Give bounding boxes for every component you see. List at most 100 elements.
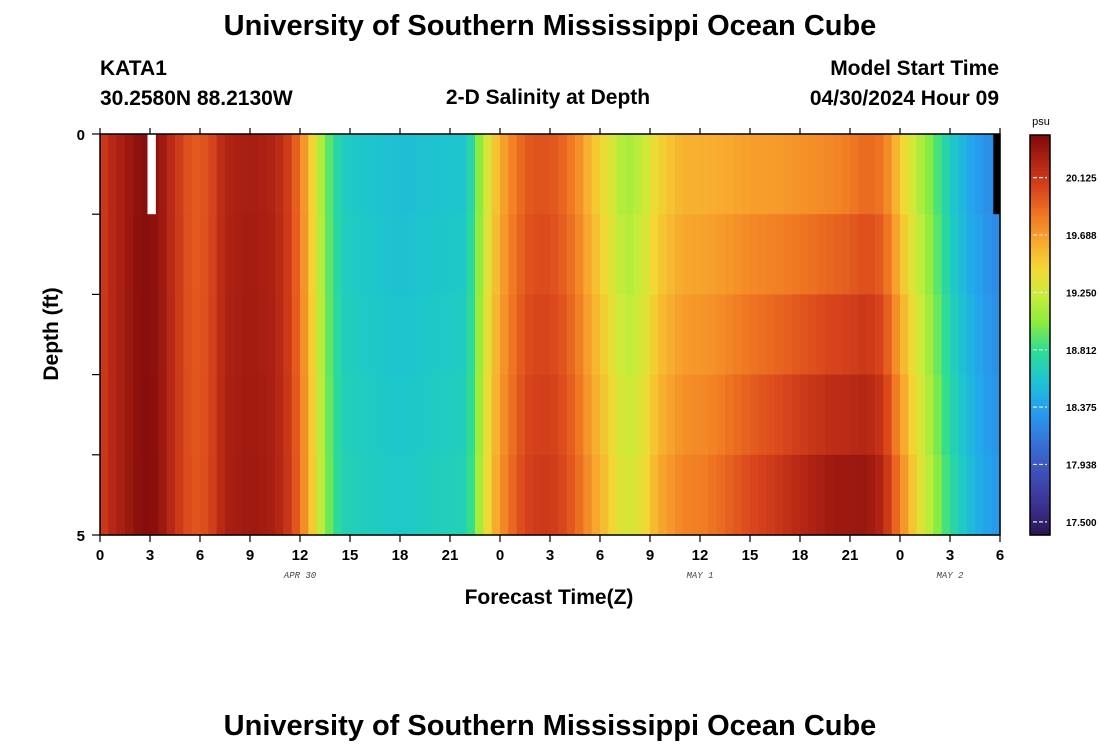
- heatmap-cell: [241, 454, 251, 536]
- heatmap-cell: [833, 134, 843, 215]
- heatmap-cell: [466, 294, 476, 376]
- heatmap-cell: [958, 454, 968, 536]
- heatmap-cell: [525, 454, 534, 536]
- heatmap-cell: [366, 294, 376, 376]
- heatmap-cell: [175, 374, 184, 456]
- heatmap-cell: [825, 214, 834, 295]
- heatmap-cell: [225, 214, 234, 295]
- colorbar-segment: [1030, 355, 1050, 360]
- colorbar-segment: [1030, 299, 1050, 304]
- colorbar-segment: [1030, 211, 1050, 216]
- heatmap-cell: [533, 214, 543, 295]
- heatmap-cell: [808, 214, 818, 295]
- heatmap-cell: [433, 294, 443, 376]
- x-tick-label: 12: [292, 547, 309, 564]
- heatmap-cell: [833, 294, 843, 376]
- y-axis: 05: [77, 127, 100, 545]
- heatmap-cell: [908, 134, 918, 215]
- heatmap-cell: [416, 294, 426, 376]
- heatmap-cell: [141, 294, 151, 376]
- colorbar-segment: [1030, 471, 1050, 476]
- heatmap-cell: [958, 294, 968, 376]
- heatmap-cell: [116, 134, 126, 215]
- colorbar-segment: [1030, 303, 1050, 308]
- heatmap-cell: [791, 134, 801, 215]
- heatmap-cell: [558, 294, 568, 376]
- heatmap-cell: [266, 214, 276, 295]
- heatmap-cell: [933, 294, 943, 376]
- heatmap-cell: [658, 294, 668, 376]
- heatmap-cell: [191, 134, 201, 215]
- y-tick-label: 0: [77, 127, 85, 144]
- heatmap-cell: [941, 294, 951, 376]
- heatmap-cell: [633, 454, 643, 536]
- heatmap-cell: [791, 374, 801, 456]
- colorbar-segment: [1030, 135, 1050, 140]
- colorbar-segment: [1030, 403, 1050, 408]
- heatmap-cell: [716, 214, 726, 295]
- colorbar-segment: [1030, 507, 1050, 512]
- heatmap-cell: [650, 134, 659, 215]
- heatmap-cell: [616, 214, 626, 295]
- heatmap-cell: [591, 134, 601, 215]
- x-tick-label: 0: [496, 547, 504, 564]
- heatmap-cell: [725, 134, 734, 215]
- colorbar-segment: [1030, 475, 1050, 480]
- chart-title: University of Southern Mississippi Ocean…: [224, 10, 877, 42]
- heatmap-cell: [141, 214, 151, 295]
- heatmap-cell: [425, 134, 434, 215]
- colorbar-segment: [1030, 159, 1050, 164]
- heatmap-cell: [508, 454, 518, 536]
- heatmap-cell: [650, 214, 659, 295]
- heatmap-cell: [475, 374, 484, 456]
- heatmap-cell: [391, 294, 401, 376]
- heatmap-cell: [700, 374, 709, 456]
- heatmap-cell: [566, 294, 576, 376]
- heatmap-cell: [425, 374, 434, 456]
- heatmap-cell: [975, 134, 984, 215]
- colorbar-segment: [1030, 479, 1050, 484]
- heatmap-cell: [283, 374, 293, 456]
- heatmap-cell: [800, 454, 809, 536]
- heatmap-cell: [783, 454, 793, 536]
- heatmap-cell: [891, 134, 901, 215]
- colorbar-segment: [1030, 407, 1050, 412]
- colorbar-tick-label: 20.125: [1066, 174, 1097, 185]
- heatmap-cell: [250, 214, 259, 295]
- heatmap-cell: [833, 214, 843, 295]
- heatmap-cell: [525, 214, 534, 295]
- x-tick-label: 12: [692, 547, 709, 564]
- date-labels: APR 30 MAY 1 MAY 2: [283, 571, 964, 581]
- colorbar-tick-label: 17.500: [1066, 518, 1097, 529]
- colorbar-segment: [1030, 383, 1050, 388]
- heatmap-cell: [500, 214, 509, 295]
- heatmap-cell: [950, 294, 959, 376]
- heatmap-cell: [741, 374, 751, 456]
- heatmap-cell: [608, 454, 618, 536]
- colorbar-segment: [1030, 319, 1050, 324]
- heatmap-cell: [125, 294, 134, 376]
- heatmap-cell: [208, 294, 218, 376]
- heatmap-cell: [316, 134, 326, 215]
- heatmap-cell: [808, 454, 818, 536]
- heatmap-cell: [866, 454, 876, 536]
- colorbar-segment: [1030, 451, 1050, 456]
- heatmap-cell: [108, 454, 118, 536]
- heatmap-cell: [575, 214, 584, 295]
- heatmap-cell: [108, 134, 118, 215]
- heatmap-cell: [408, 454, 418, 536]
- heatmap-cell: [333, 214, 343, 295]
- heatmap-cell: [441, 134, 451, 215]
- heatmap-cell: [750, 294, 759, 376]
- heatmap-cell: [825, 374, 834, 456]
- x-axis: 0 3 6 9 12 15 18 21 0 3 6 9 12 15 18 21 0 3 6: [96, 128, 1004, 564]
- heatmap-cell: [216, 214, 226, 295]
- heatmap-cell: [750, 374, 759, 456]
- colorbar-segment: [1030, 215, 1050, 220]
- colorbar-tick-label: 18.812: [1066, 346, 1097, 357]
- heatmap-cell: [291, 214, 301, 295]
- heatmap-cell: [658, 454, 668, 536]
- heatmap-cell: [808, 374, 818, 456]
- heatmap-cell: [791, 454, 801, 536]
- heatmap-cell: [150, 214, 159, 295]
